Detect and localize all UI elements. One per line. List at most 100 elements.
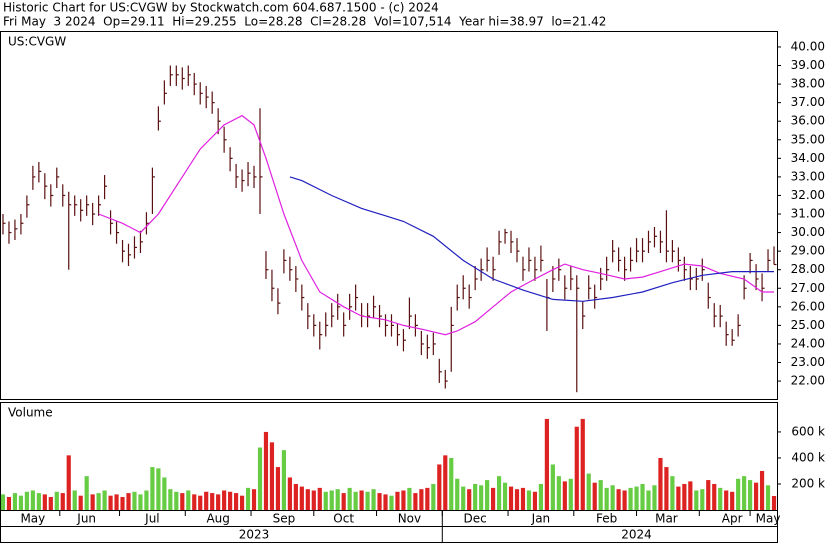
volume-bar bbox=[287, 477, 292, 510]
volume-bar bbox=[730, 491, 735, 510]
volume-bar bbox=[180, 493, 185, 510]
volume-bar bbox=[467, 489, 472, 510]
x-tick-label: Jun bbox=[76, 512, 96, 526]
volume-bar bbox=[425, 487, 430, 510]
volume-bar bbox=[413, 493, 418, 510]
y-tick-label: 25.00 bbox=[791, 318, 825, 332]
volume-bar bbox=[514, 489, 520, 510]
volume-bar bbox=[676, 486, 681, 510]
volume-bar bbox=[305, 489, 310, 510]
header-line: Fri May 3 2024 Op=29.11 Hi=29.255 Lo=28.… bbox=[3, 15, 606, 29]
volume-bar bbox=[102, 490, 107, 510]
volume-bar bbox=[132, 491, 137, 510]
volume-bar bbox=[694, 490, 699, 510]
volume-bar bbox=[210, 493, 215, 510]
volume-bar bbox=[419, 489, 424, 510]
volume-bar bbox=[395, 491, 400, 510]
y-tick-label: 33.00 bbox=[791, 169, 825, 183]
volume-bar bbox=[736, 478, 741, 510]
volume-bar bbox=[502, 482, 508, 510]
volume-bar bbox=[604, 487, 609, 510]
volume-bar bbox=[150, 467, 155, 510]
volume-bar bbox=[359, 490, 364, 510]
y-tick-label: 26.00 bbox=[791, 299, 825, 313]
volume-bar bbox=[431, 483, 436, 510]
volume-bar bbox=[365, 491, 370, 510]
volume-bar bbox=[718, 487, 723, 510]
volume-bar bbox=[377, 493, 382, 510]
volume-bar bbox=[748, 480, 753, 510]
volume-bar bbox=[652, 485, 657, 510]
volume-bar bbox=[84, 476, 89, 510]
volume-bar bbox=[233, 493, 239, 510]
x-tick-label: May bbox=[756, 512, 781, 526]
x-tick-label: Mar bbox=[655, 512, 678, 526]
y-tick-label: 22.00 bbox=[791, 374, 825, 388]
volume-bar bbox=[36, 493, 41, 510]
year-label: 2024 bbox=[621, 528, 652, 542]
volume-bar bbox=[90, 494, 95, 510]
volume-bar bbox=[347, 487, 352, 510]
volume-bar bbox=[682, 483, 687, 510]
volume-bar bbox=[628, 487, 633, 510]
volume-bar bbox=[42, 494, 47, 510]
x-tick-label: Dec bbox=[464, 512, 487, 526]
volume-bar bbox=[114, 494, 119, 510]
volume-bar bbox=[640, 483, 645, 510]
volume-bar bbox=[556, 476, 561, 510]
volume-bar bbox=[72, 490, 77, 510]
y-tick-label: 35.00 bbox=[791, 132, 825, 146]
volume-bar bbox=[317, 487, 322, 510]
volume-bar bbox=[616, 489, 621, 510]
volume-bar bbox=[526, 490, 532, 510]
volume-bar bbox=[562, 481, 567, 510]
volume-bar bbox=[198, 495, 203, 510]
volume-bar bbox=[753, 482, 759, 510]
volume-bar bbox=[538, 483, 544, 510]
volume-bar bbox=[724, 490, 729, 510]
volume-bar bbox=[771, 496, 777, 510]
year-label: 2023 bbox=[239, 528, 270, 542]
volume-bar bbox=[24, 491, 29, 510]
x-tick-label: Apr bbox=[722, 512, 743, 526]
volume-bar bbox=[48, 496, 53, 510]
volume-bar bbox=[263, 431, 269, 510]
volume-bar bbox=[455, 478, 460, 510]
volume-bar bbox=[269, 442, 275, 510]
volume-bar bbox=[299, 486, 304, 510]
volume-bar bbox=[6, 496, 12, 510]
volume-bar bbox=[712, 483, 717, 510]
y2-tick-label: 600 k bbox=[791, 424, 825, 438]
volume-bar bbox=[479, 485, 484, 510]
volume-bar bbox=[329, 490, 334, 510]
x-tick-label: Nov bbox=[398, 512, 421, 526]
y-tick-label: 24.00 bbox=[791, 336, 825, 350]
volume-bar bbox=[592, 482, 597, 510]
volume-bar bbox=[634, 486, 639, 510]
volume-bar bbox=[353, 491, 358, 510]
volume-bar bbox=[120, 496, 125, 510]
x-tick-label: Jan bbox=[531, 512, 551, 526]
volume-bar bbox=[54, 491, 59, 510]
volume-bar bbox=[544, 418, 549, 510]
volume-bar bbox=[664, 467, 669, 510]
x-tick-label: May bbox=[20, 512, 45, 526]
volume-bar bbox=[550, 464, 555, 510]
volume-bar bbox=[162, 477, 167, 510]
volume-bar bbox=[60, 493, 65, 510]
y2-tick-label: 400 k bbox=[791, 450, 825, 464]
header-line: Historic Chart for US:CVGW by Stockwatch… bbox=[3, 1, 439, 15]
volume-bar bbox=[245, 487, 251, 510]
volume-bar bbox=[239, 495, 245, 510]
volume-bar bbox=[78, 495, 83, 510]
volume-bar bbox=[371, 489, 376, 510]
volume-bar bbox=[222, 490, 227, 510]
volume-bar bbox=[568, 478, 573, 510]
volume-bar bbox=[496, 476, 502, 510]
volume-bar bbox=[700, 489, 705, 510]
volume-bar bbox=[0, 494, 6, 510]
volume-bar bbox=[532, 491, 538, 510]
volume-bar bbox=[407, 487, 412, 510]
volume-bar bbox=[108, 495, 113, 510]
